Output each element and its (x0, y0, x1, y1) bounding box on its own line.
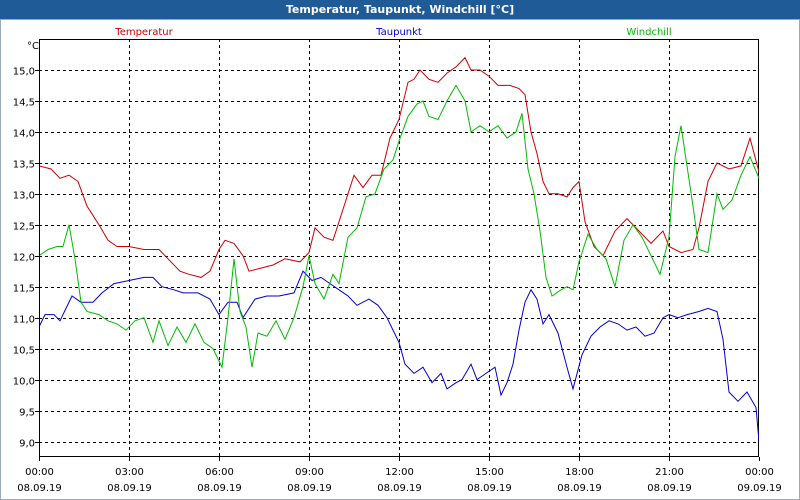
x-tick-label-time: 00:00 (25, 467, 54, 478)
legend-taupunkt: Taupunkt (375, 27, 422, 38)
y-tick-label: 14,5 (13, 98, 35, 109)
series-line-windchill (40, 84, 759, 369)
y-tick-label: 13,5 (13, 160, 35, 171)
x-tick-label-date: 08.09.19 (377, 483, 422, 494)
y-tick-label: 14,0 (13, 129, 35, 140)
y-tick-label: 10,5 (13, 346, 35, 357)
series-line-taupunkt (40, 270, 759, 442)
y-tick-label: 11,0 (13, 315, 35, 326)
x-tick-label-date: 08.09.19 (197, 483, 242, 494)
x-tick-label-date: 08.09.19 (467, 483, 512, 494)
y-tick-label: 15,0 (13, 67, 35, 78)
x-tick-label-time: 03:00 (115, 467, 144, 478)
x-tick-label-time: 09:00 (295, 467, 324, 478)
line-chart: 9,0 9,5 10,0 10,5 11,0 11,5 12,0 12,5 13,0 13,5 14… (13, 27, 782, 494)
y-tick-label: 12,0 (13, 253, 35, 264)
y-tick-label: 10,0 (13, 377, 35, 388)
series-line-temperatur (40, 56, 759, 278)
plot-border (39, 39, 759, 457)
y-tick-label: 9,5 (19, 408, 35, 419)
y-tick-label: 11,5 (13, 284, 35, 295)
chart-window-title: Temperatur, Taupunkt, Windchill [°C] (0, 0, 800, 19)
x-tick-label-date: 08.09.19 (107, 483, 152, 494)
x-tick-label-date: 08.09.19 (17, 483, 62, 494)
x-tick-label-time: 21:00 (655, 467, 684, 478)
x-tick-label-time: 15:00 (475, 467, 504, 478)
chart-frame: 9,0 9,5 10,0 10,5 11,0 11,5 12,0 12,5 13,0 13,5 14… (0, 19, 800, 500)
y-axis-label: °C (27, 41, 39, 52)
x-tick-label-time: 12:00 (385, 467, 414, 478)
x-tick-label-time: 06:00 (205, 467, 234, 478)
legend-temperatur: Temperatur (114, 27, 173, 38)
x-tick-label-date: 09.09.19 (737, 483, 782, 494)
legend-windchill: Windchill (626, 27, 671, 38)
y-tick-label: 12,5 (13, 222, 35, 233)
x-tick-label-date: 08.09.19 (647, 483, 692, 494)
x-tick-label-time: 18:00 (565, 467, 594, 478)
y-tick-label: 9,0 (19, 439, 35, 450)
x-tick-label-date: 08.09.19 (557, 483, 602, 494)
y-tick-label: 13,0 (13, 191, 35, 202)
x-tick-label-time: 00:00 (745, 467, 774, 478)
x-tick-label-date: 08.09.19 (287, 483, 332, 494)
